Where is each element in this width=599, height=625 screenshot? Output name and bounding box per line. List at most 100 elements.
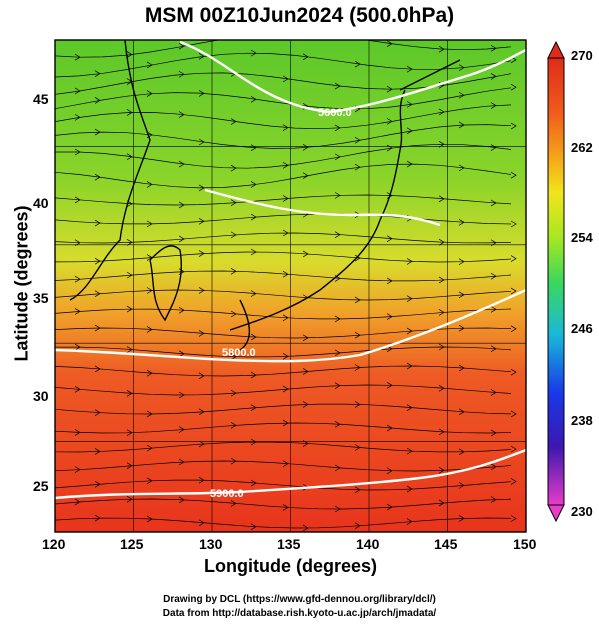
streamline-arrow	[386, 313, 393, 320]
contour-labels: 5600.0 5800.0 5900.0	[210, 107, 352, 500]
colorbar-tick-238: 238	[571, 413, 593, 428]
streamline-arrow	[386, 85, 393, 93]
streamline-arrow	[386, 503, 393, 511]
plot-frame	[54, 39, 527, 533]
streamline-arrow	[354, 254, 361, 262]
streamline-arrow	[198, 372, 205, 380]
streamline-arrow	[94, 257, 101, 265]
streamline-arrow	[490, 102, 497, 109]
streamline-arrow	[198, 250, 205, 257]
streamline-arrow	[282, 385, 289, 393]
streamline-arrow	[510, 445, 517, 453]
streamline-arrow	[302, 334, 309, 342]
colorbar-tick-230: 230	[571, 504, 593, 519]
coastline-japan	[229, 59, 461, 351]
contour-label-5600: 5600.0	[318, 107, 352, 119]
streamline-arrow	[510, 122, 517, 130]
streamline-arrow	[334, 192, 341, 199]
streamline-arrow	[386, 424, 393, 432]
streamline-arrow	[458, 121, 465, 129]
streamline-arrow	[146, 477, 153, 485]
streamline-arrow	[126, 462, 133, 470]
streamline	[55, 365, 512, 377]
streamline-arrow	[94, 480, 101, 488]
streamline-arrow	[230, 457, 237, 465]
streamline-arrow	[146, 444, 153, 452]
y-tick-35: 35	[33, 290, 49, 306]
streamline-arrow	[250, 333, 257, 341]
credit-data-source: Data from http://database.rish.kyoto-u.a…	[162, 608, 437, 619]
streamline-arrow	[490, 45, 497, 52]
streamline-arrow	[282, 162, 289, 169]
streamline-arrow	[458, 291, 465, 299]
streamline-arrow	[438, 343, 445, 351]
streamline-arrow	[250, 290, 257, 297]
streamline-arrow	[126, 429, 133, 436]
streamline-arrow	[250, 96, 257, 103]
streamline-arrow	[334, 349, 341, 357]
streamline	[55, 52, 512, 78]
streamline-arrow	[302, 250, 309, 258]
streamline-arrow	[458, 408, 465, 416]
streamline	[55, 289, 512, 301]
streamline-arrow	[334, 82, 341, 90]
streamline-arrow	[386, 277, 393, 285]
colorbar-body	[547, 57, 565, 506]
streamline-arrow	[74, 386, 81, 393]
streamline-arrow	[283, 30, 288, 36]
streamline	[55, 232, 512, 244]
contour-secondary	[204, 188, 441, 227]
streamline-arrow	[94, 128, 101, 136]
streamline-arrow	[230, 310, 237, 318]
streamline-arrow	[438, 108, 445, 116]
streamline-arrow	[458, 364, 465, 372]
streamline-arrow	[178, 496, 185, 504]
streamline-arrow	[282, 195, 289, 202]
streamline-arrow	[178, 426, 185, 433]
streamline-arrow	[282, 270, 289, 278]
streamline-arrow	[74, 466, 81, 473]
streamline-arrow	[438, 238, 445, 246]
streamline-arrow	[94, 219, 101, 227]
streamline-arrow	[282, 419, 289, 427]
streamline-arrow	[126, 109, 133, 116]
streamline-arrow	[386, 144, 393, 152]
x-tick-130: 130	[199, 536, 223, 552]
streamline-arrow	[230, 267, 237, 275]
y-tick-25: 25	[33, 478, 49, 494]
streamline-arrow	[282, 460, 289, 467]
streamline-arrow	[386, 382, 393, 389]
streamline-arrow	[406, 160, 413, 168]
streamline-arrow	[334, 231, 341, 238]
streamline-arrow	[354, 522, 361, 530]
streamline-arrow	[250, 438, 257, 446]
streamline-arrow	[302, 524, 309, 532]
streamline-arrow	[74, 148, 81, 156]
streamline-arrow	[438, 499, 445, 507]
colorbar	[547, 40, 565, 523]
streamline-arrow	[335, 34, 340, 40]
coastline-korea-china	[69, 40, 182, 322]
streamline-arrow	[334, 315, 341, 323]
streamline-arrow	[302, 172, 309, 179]
streamline-arrow	[458, 515, 465, 522]
streamline-arrow	[250, 213, 257, 221]
streamline-arrow	[490, 306, 497, 313]
streamline-arrow	[198, 53, 205, 60]
y-tick-45: 45	[33, 91, 49, 107]
streamline	[55, 124, 512, 149]
streamline-arrow	[282, 353, 289, 360]
streamline-arrow	[490, 429, 497, 437]
streamline-arrow	[198, 519, 205, 527]
streamline-arrow	[250, 371, 257, 379]
streamline-arrow	[406, 101, 413, 108]
streamline-arrow	[354, 486, 361, 494]
streamline-arrow	[126, 271, 133, 279]
streamline-arrow	[354, 444, 361, 451]
streamline-arrow	[438, 428, 445, 436]
streamline-arrow	[74, 429, 81, 436]
streamline-arrow	[510, 410, 517, 418]
streamline-arrow	[386, 118, 393, 125]
streamline-arrow	[458, 64, 465, 71]
